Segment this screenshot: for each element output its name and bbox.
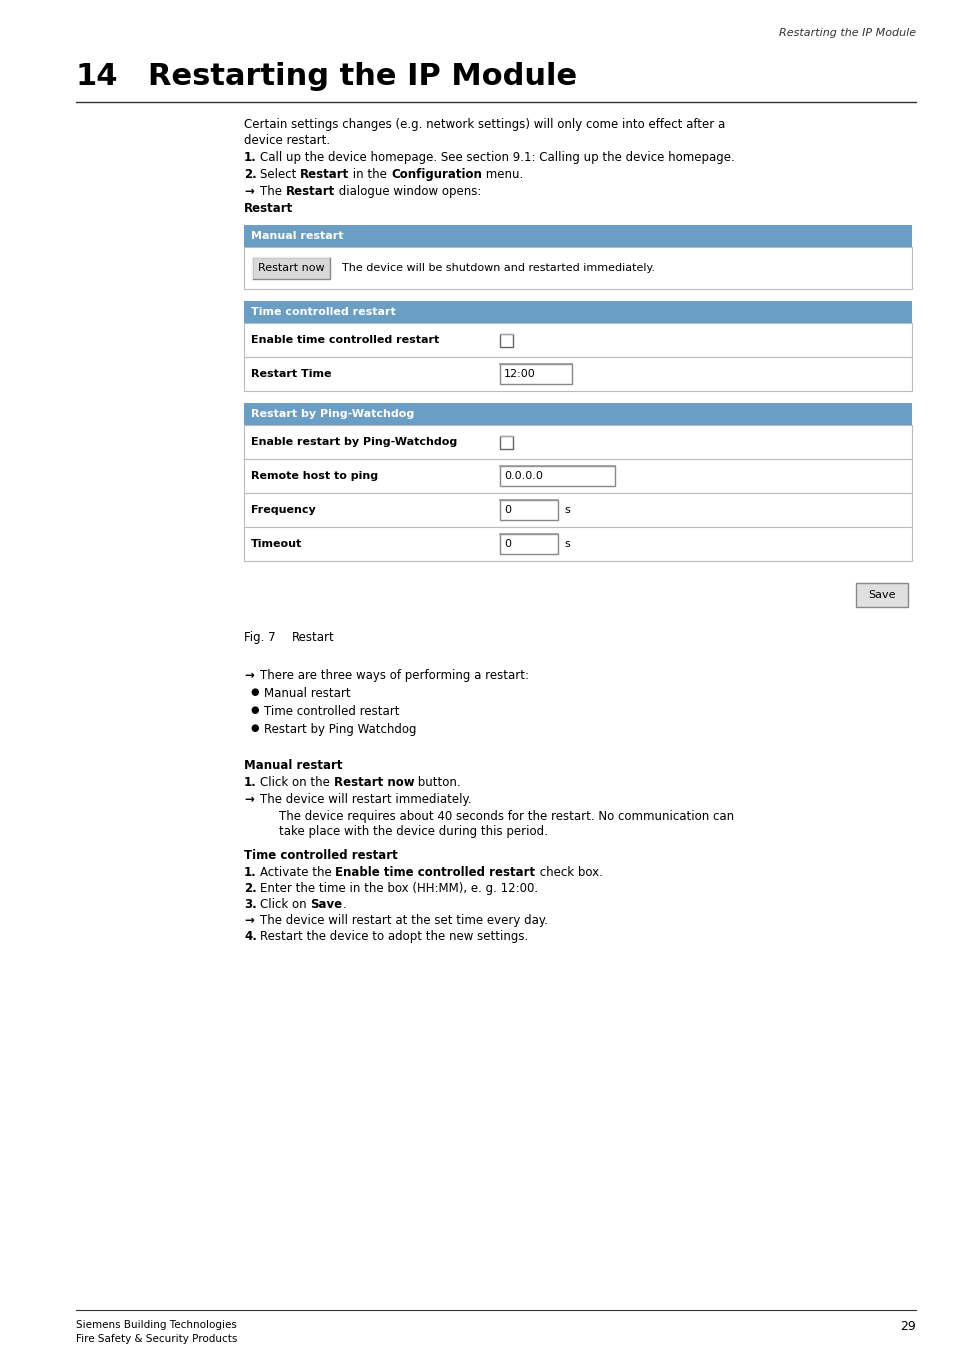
Bar [499, 363, 572, 384]
Bar [499, 466, 615, 486]
Text: Frequency: Frequency [251, 505, 315, 515]
Text: 2.: 2. [244, 882, 256, 894]
Text: →: → [244, 669, 253, 682]
Text: ●: ● [250, 705, 258, 715]
Text: device restart.: device restart. [244, 134, 330, 147]
Text: Manual restart: Manual restart [244, 759, 342, 771]
Text: 1.: 1. [244, 775, 256, 789]
Text: The device will restart immediately.: The device will restart immediately. [260, 793, 471, 807]
Text: Save: Save [867, 590, 895, 600]
Text: Restart by Ping Watchdog: Restart by Ping Watchdog [264, 723, 416, 736]
Bar [244, 226, 911, 247]
Text: →: → [244, 185, 253, 199]
Text: Fire Safety & Security Products: Fire Safety & Security Products [76, 1333, 237, 1344]
Text: Siemens Building Technologies: Siemens Building Technologies [76, 1320, 236, 1329]
Text: 1.: 1. [244, 151, 256, 163]
Text: Time controlled restart: Time controlled restart [251, 307, 395, 317]
Text: Fig. 7: Fig. 7 [244, 631, 275, 644]
Bar [252, 257, 330, 280]
Text: Restart: Restart [300, 168, 349, 181]
Text: Click on the: Click on the [260, 775, 334, 789]
Text: button.: button. [414, 775, 460, 789]
Text: Restart: Restart [286, 185, 335, 199]
Bar [499, 500, 558, 520]
Text: Certain settings changes (e.g. network settings) will only come into effect afte: Certain settings changes (e.g. network s… [244, 118, 724, 131]
Bar [855, 584, 907, 607]
Text: check box.: check box. [535, 866, 602, 880]
Text: 1.: 1. [244, 866, 256, 880]
Text: →: → [244, 915, 253, 927]
Text: in the: in the [349, 168, 391, 181]
Text: s: s [563, 505, 569, 515]
Text: Enable time controlled restart: Enable time controlled restart [335, 866, 535, 880]
Text: The device requires about 40 seconds for the restart. No communication can: The device requires about 40 seconds for… [278, 811, 734, 823]
Bar [244, 357, 911, 390]
Bar [244, 403, 911, 426]
Bar [244, 301, 911, 323]
Text: Enter the time in the box (HH:MM), e. g. 12:00.: Enter the time in the box (HH:MM), e. g.… [260, 882, 537, 894]
Text: Restart now: Restart now [257, 263, 324, 273]
Text: ●: ● [250, 688, 258, 697]
Bar [244, 493, 911, 527]
Text: Restarting the IP Module: Restarting the IP Module [148, 62, 577, 91]
Text: 3.: 3. [244, 898, 256, 911]
Bar [244, 527, 911, 561]
Text: 14: 14 [76, 62, 118, 91]
Bar [244, 426, 911, 459]
Bar [244, 247, 911, 289]
Text: Enable restart by Ping-Watchdog: Enable restart by Ping-Watchdog [251, 436, 456, 447]
Text: 0: 0 [503, 539, 511, 549]
Text: Restart now: Restart now [334, 775, 414, 789]
Text: Time controlled restart: Time controlled restart [244, 848, 397, 862]
Bar [499, 334, 513, 346]
Text: →: → [244, 793, 253, 807]
Text: Select: Select [260, 168, 300, 181]
Text: Manual restart: Manual restart [251, 231, 343, 240]
Text: Enable time controlled restart: Enable time controlled restart [251, 335, 438, 345]
Text: Restart: Restart [244, 203, 293, 215]
Bar [244, 323, 911, 357]
Text: Click on: Click on [260, 898, 310, 911]
Text: Call up the device homepage. See section 9.1: Calling up the device homepage.: Call up the device homepage. See section… [260, 151, 734, 163]
Text: The device will restart at the set time every day.: The device will restart at the set time … [260, 915, 547, 927]
Text: Restart Time: Restart Time [251, 369, 331, 380]
Text: take place with the device during this period.: take place with the device during this p… [278, 825, 547, 838]
Text: The device will be shutdown and restarted immediately.: The device will be shutdown and restarte… [341, 263, 655, 273]
Text: Restart by Ping-Watchdog: Restart by Ping-Watchdog [251, 409, 414, 419]
Text: 12:00: 12:00 [503, 369, 536, 380]
Text: Remote host to ping: Remote host to ping [251, 471, 377, 481]
Text: s: s [563, 539, 569, 549]
Text: Restarting the IP Module: Restarting the IP Module [778, 28, 915, 38]
Text: Manual restart: Manual restart [264, 688, 351, 700]
Text: Timeout: Timeout [251, 539, 302, 549]
Text: Restart the device to adopt the new settings.: Restart the device to adopt the new sett… [260, 929, 528, 943]
Text: 4.: 4. [244, 929, 256, 943]
Text: Save: Save [310, 898, 342, 911]
Text: 2.: 2. [244, 168, 256, 181]
Text: Restart: Restart [292, 631, 335, 644]
Text: ●: ● [250, 723, 258, 734]
Text: 0: 0 [503, 505, 511, 515]
Text: There are three ways of performing a restart:: There are three ways of performing a res… [260, 669, 529, 682]
Text: Configuration: Configuration [391, 168, 481, 181]
Text: 0.0.0.0: 0.0.0.0 [503, 471, 542, 481]
Bar [499, 534, 558, 554]
Text: dialogue window opens:: dialogue window opens: [335, 185, 481, 199]
Text: Activate the: Activate the [260, 866, 335, 880]
Bar [244, 459, 911, 493]
Text: The: The [260, 185, 286, 199]
Text: Time controlled restart: Time controlled restart [264, 705, 399, 717]
Bar [499, 435, 513, 449]
Text: .: . [342, 898, 346, 911]
Text: menu.: menu. [481, 168, 522, 181]
Text: 29: 29 [900, 1320, 915, 1333]
